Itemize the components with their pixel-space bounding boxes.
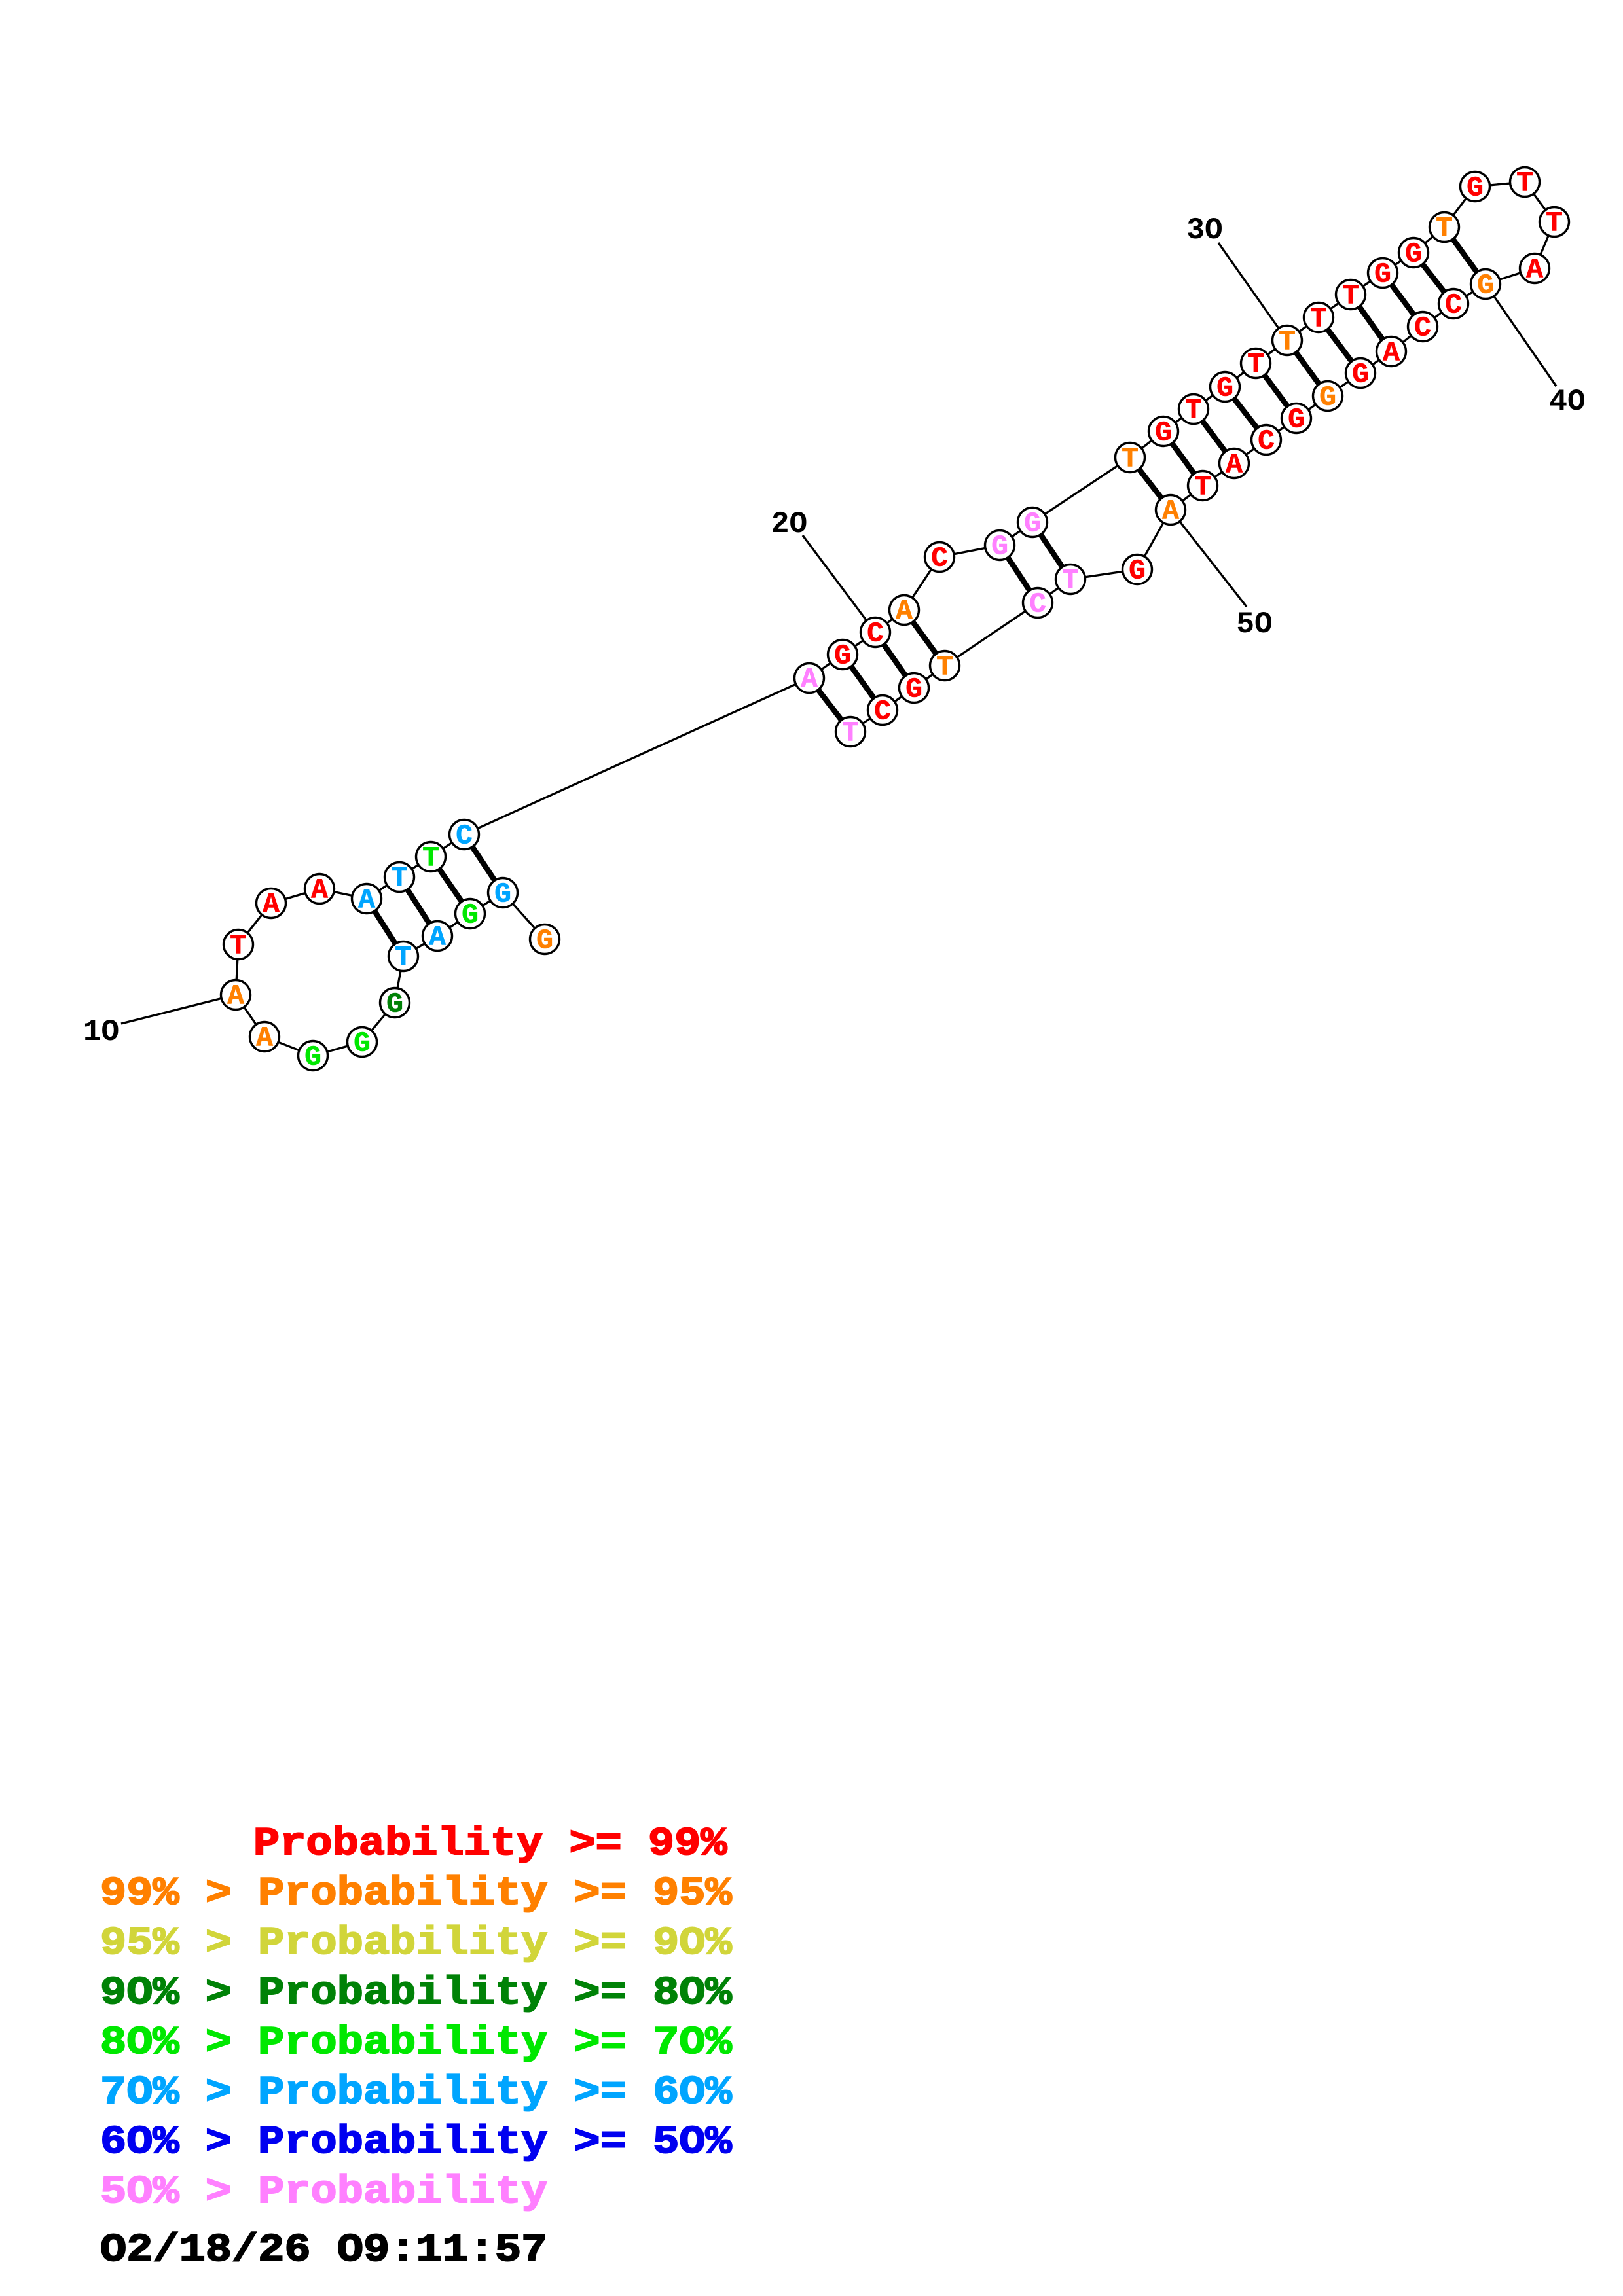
svg-text:5O: 5O xyxy=(1236,607,1272,641)
svg-text:T: T xyxy=(1062,565,1079,597)
svg-text:5O% > Probability: 5O% > Probability xyxy=(100,2170,547,2215)
svg-text:C: C xyxy=(874,696,891,728)
svg-text:C: C xyxy=(1414,312,1431,344)
svg-text:G: G xyxy=(1155,417,1172,449)
svg-text:95% > Probability >= 9O%: 95% > Probability >= 9O% xyxy=(100,1922,732,1966)
svg-text:G: G xyxy=(1319,382,1336,414)
svg-text:T: T xyxy=(1279,326,1296,358)
svg-text:T: T xyxy=(230,930,247,962)
svg-text:G: G xyxy=(536,925,553,957)
svg-text:C: C xyxy=(1029,588,1046,620)
svg-text:G: G xyxy=(1024,508,1041,540)
svg-text:6O% > Probability >= 5O%: 6O% > Probability >= 5O% xyxy=(100,2121,732,2165)
svg-text:T: T xyxy=(391,863,408,895)
svg-text:G: G xyxy=(1288,404,1305,436)
svg-text:A: A xyxy=(358,884,375,916)
svg-text:A: A xyxy=(227,980,244,1013)
svg-text:T: T xyxy=(422,842,439,874)
svg-text:Probability >= 99%: Probability >= 99% xyxy=(253,1822,727,1867)
svg-text:7O% > Probability >= 6O%: 7O% > Probability >= 6O% xyxy=(100,2071,732,2115)
svg-text:3O: 3O xyxy=(1186,213,1222,247)
svg-text:A: A xyxy=(1162,495,1179,528)
svg-text:2O: 2O xyxy=(771,507,807,541)
svg-text:C: C xyxy=(1445,289,1462,321)
svg-text:G: G xyxy=(1405,238,1422,270)
svg-text:99% > Probability >= 95%: 99% > Probability >= 95% xyxy=(100,1872,732,1916)
svg-text:C: C xyxy=(867,618,884,650)
svg-text:A: A xyxy=(801,664,818,696)
svg-text:A: A xyxy=(256,1022,273,1054)
svg-text:G: G xyxy=(1374,259,1391,291)
svg-text:A: A xyxy=(1526,254,1543,286)
svg-text:C: C xyxy=(456,820,473,852)
svg-text:T: T xyxy=(1516,168,1533,200)
svg-text:G: G xyxy=(991,531,1008,563)
svg-text:T: T xyxy=(1185,395,1202,427)
svg-text:T: T xyxy=(1436,213,1453,245)
svg-text:T: T xyxy=(1122,443,1139,475)
svg-text:C: C xyxy=(931,543,948,575)
svg-text:9O% > Probability >= 8O%: 9O% > Probability >= 8O% xyxy=(100,1971,732,2016)
svg-text:G: G xyxy=(462,899,479,931)
svg-text:T: T xyxy=(1342,280,1359,312)
svg-text:A: A xyxy=(1383,337,1400,369)
svg-text:T: T xyxy=(842,717,859,749)
svg-text:T: T xyxy=(395,942,412,974)
svg-text:1O: 1O xyxy=(83,1015,119,1049)
svg-text:G: G xyxy=(1129,555,1146,587)
svg-text:T: T xyxy=(1247,349,1264,381)
svg-text:A: A xyxy=(311,874,328,906)
svg-text:T: T xyxy=(1194,471,1211,503)
svg-text:8O% > Probability >= 7O%: 8O% > Probability >= 7O% xyxy=(100,2021,732,2066)
svg-text:G: G xyxy=(1477,270,1494,302)
svg-text:T: T xyxy=(1310,303,1327,335)
svg-text:A: A xyxy=(263,889,280,921)
svg-text:G: G xyxy=(1352,359,1369,391)
svg-text:G: G xyxy=(494,878,511,910)
svg-text:G: G xyxy=(386,988,403,1020)
svg-text:A: A xyxy=(429,922,446,954)
svg-text:G: G xyxy=(1216,372,1233,404)
svg-text:A: A xyxy=(1226,449,1243,481)
svg-text:G: G xyxy=(905,673,922,706)
svg-text:C: C xyxy=(1258,425,1275,457)
svg-text:A: A xyxy=(896,596,913,628)
svg-text:G: G xyxy=(354,1028,371,1060)
svg-text:G: G xyxy=(304,1041,321,1073)
svg-text:T: T xyxy=(936,651,953,683)
svg-text:T: T xyxy=(1546,207,1563,240)
svg-text:4O: 4O xyxy=(1549,385,1585,419)
svg-text:O2/18/26 O9:11:57: O2/18/26 O9:11:57 xyxy=(100,2229,547,2273)
svg-text:G: G xyxy=(1467,172,1484,204)
svg-text:G: G xyxy=(834,640,851,672)
